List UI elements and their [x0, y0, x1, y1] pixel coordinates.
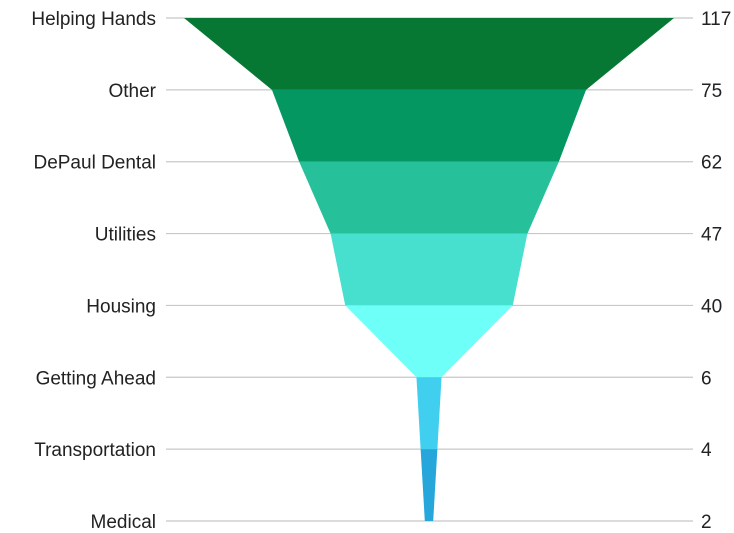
- funnel-segment-housing: [345, 305, 513, 378]
- category-label: Other: [108, 81, 156, 102]
- category-labels: Helping Hands Other DePaul Dental Utilities…: [31, 9, 156, 533]
- funnel-segment-transportation: [420, 449, 438, 521]
- funnel-segment-utilities: [330, 233, 528, 306]
- value-label: 6: [701, 368, 712, 389]
- value-labels: 117 75 62 47 40 6 4 2: [701, 9, 731, 533]
- category-label: Housing: [86, 296, 156, 317]
- funnel-segment-depaul-dental: [299, 161, 559, 234]
- funnel-segment-other: [271, 89, 587, 162]
- value-label: 47: [701, 225, 722, 246]
- funnel-segment-getting-ahead: [416, 377, 442, 450]
- funnel-segments: [184, 18, 674, 521]
- category-label: Helping Hands: [31, 9, 156, 30]
- value-label: 2: [701, 512, 712, 533]
- value-label: 117: [701, 9, 731, 30]
- value-label: 75: [701, 81, 722, 102]
- value-label: 62: [701, 153, 722, 174]
- category-label: Getting Ahead: [36, 368, 156, 389]
- value-label: 4: [701, 440, 712, 461]
- funnel-segment-helping-hands: [184, 18, 674, 90]
- category-label: DePaul Dental: [33, 153, 156, 174]
- category-label: Utilities: [95, 225, 156, 246]
- category-label: Transportation: [34, 440, 156, 461]
- category-label: Medical: [91, 512, 156, 533]
- value-label: 40: [701, 296, 722, 317]
